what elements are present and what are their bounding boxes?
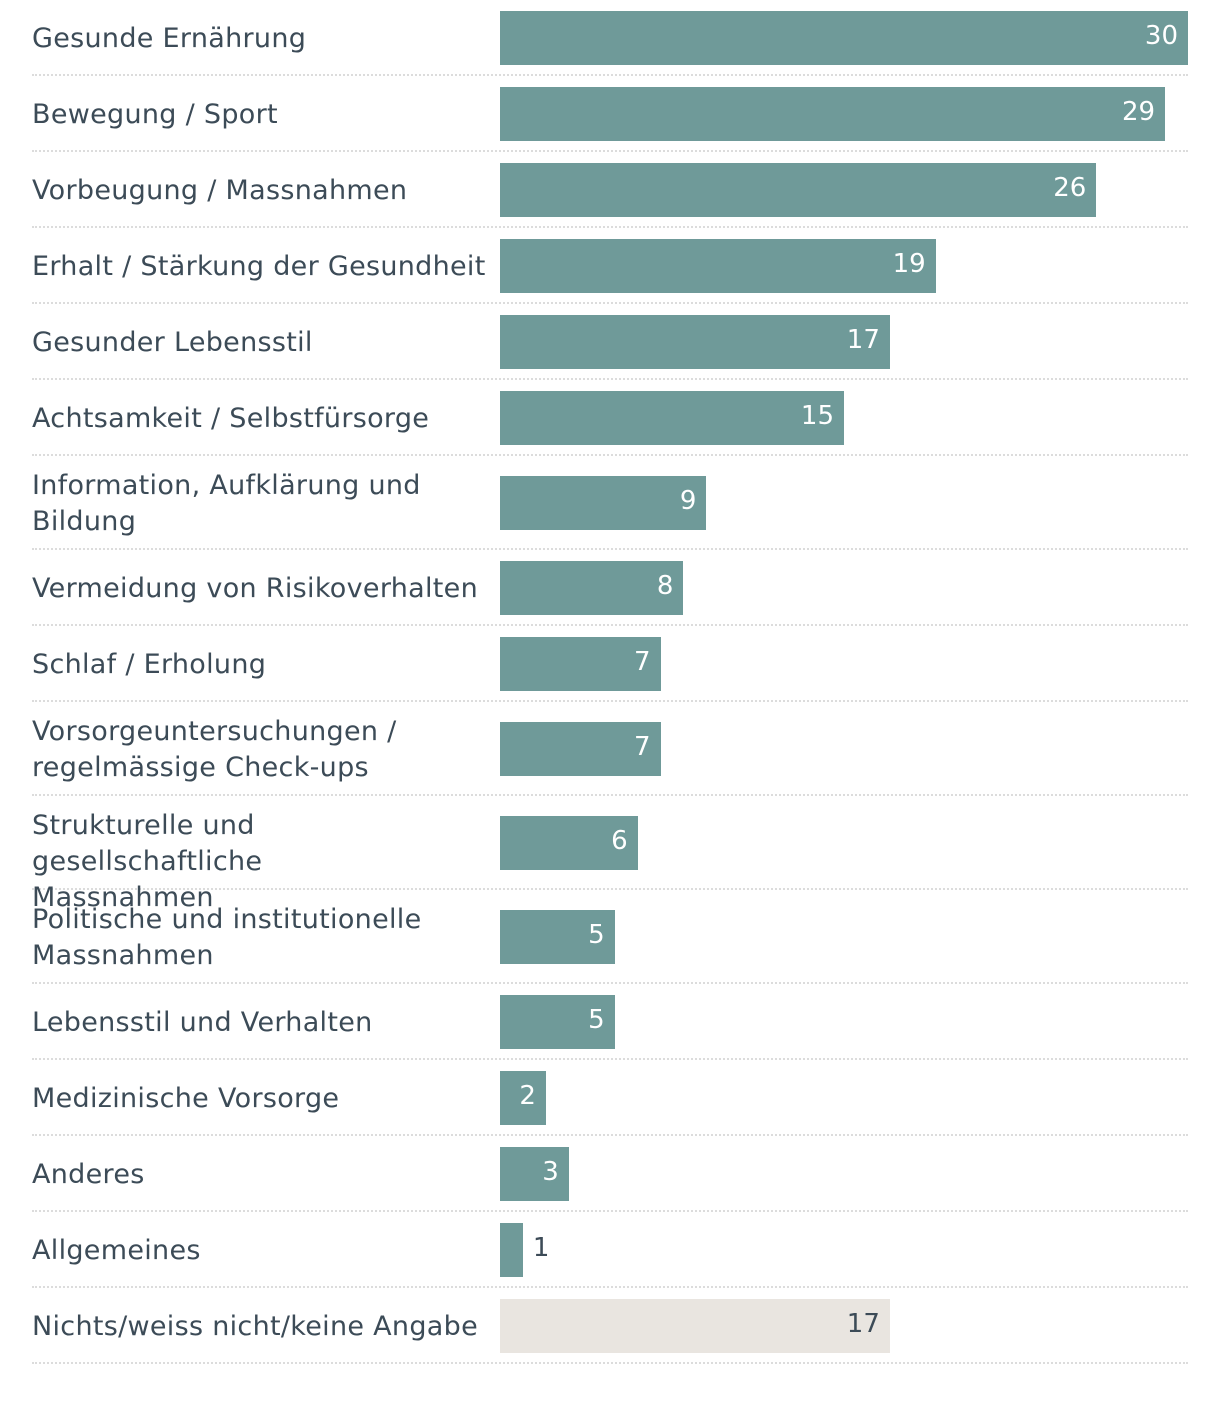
- bar: [500, 637, 661, 691]
- value-label: 17: [846, 325, 880, 355]
- category-label: Nichts/weiss nicht/keine Angabe: [32, 1309, 492, 1345]
- value-label: 3: [542, 1157, 559, 1187]
- category-label: Schlaf / Erholung: [32, 647, 492, 683]
- bar: [500, 722, 661, 776]
- category-label-line: Medizinische Vorsorge: [32, 1083, 340, 1114]
- value-label: 2: [519, 1081, 536, 1111]
- category-label: Anderes: [32, 1157, 492, 1193]
- chart-row: Erhalt / Stärkung der Gesundheit 19: [32, 228, 1188, 304]
- value-label: 26: [1053, 173, 1087, 203]
- category-label-line: Bildung: [32, 506, 137, 537]
- category-label-line: Massnahmen: [32, 882, 214, 913]
- category-label-line: Gesunde Ernährung: [32, 23, 307, 54]
- bar: [500, 87, 1166, 141]
- chart-row: Lebensstil und Verhalten 5: [32, 984, 1188, 1060]
- bar: [500, 1223, 523, 1277]
- bar: [500, 163, 1097, 217]
- chart-row: Nichts/weiss nicht/keine Angabe 17: [32, 1288, 1188, 1364]
- category-label: Vermeidung von Risikoverhalten: [32, 571, 492, 607]
- bar: [500, 476, 707, 530]
- category-label: Achtsamkeit / Selbstfürsorge: [32, 401, 492, 437]
- category-label-line: Erhalt / Stärkung der Gesundheit: [32, 251, 486, 282]
- value-label: 8: [656, 571, 674, 601]
- value-label: 5: [588, 1005, 605, 1035]
- chart-row: Medizinische Vorsorge 2: [32, 1060, 1188, 1136]
- value-label: 6: [611, 826, 628, 856]
- value-label: 19: [892, 249, 926, 279]
- category-label-line: Lebensstil und Verhalten: [32, 1007, 373, 1038]
- bar: [500, 315, 890, 369]
- category-label-line: Politische und institutionelle: [32, 904, 422, 935]
- category-label-line: Gesunder Lebensstil: [32, 327, 313, 358]
- chart-row: Schlaf / Erholung 7: [32, 626, 1188, 702]
- category-label: Medizinische Vorsorge: [32, 1081, 492, 1117]
- category-label: Lebensstil und Verhalten: [32, 1005, 492, 1041]
- category-label: Bewegung / Sport: [32, 97, 492, 133]
- value-label: 5: [588, 920, 605, 950]
- category-label: Allgemeines: [32, 1233, 492, 1269]
- chart-row: Strukturelle und gesellschaftliche Massna…: [32, 796, 1188, 913]
- chart-row: Politische und institutionelle Massnahmen…: [32, 890, 1188, 984]
- category-label: Vorbeugung / Massnahmen: [32, 173, 492, 209]
- value-label: 15: [800, 401, 834, 431]
- category-label-line: regelmässige Check-ups: [32, 752, 369, 783]
- category-label: Information, Aufklärung und Bildung: [32, 468, 492, 540]
- category-label: Erhalt / Stärkung der Gesundheit: [32, 249, 492, 285]
- category-label: Politische und institutionelle Massnahmen: [32, 902, 492, 974]
- bar: [500, 1147, 569, 1201]
- bar-highlight: [500, 1299, 890, 1353]
- category-label-line: Bewegung / Sport: [32, 99, 278, 130]
- category-label-line: Allgemeines: [32, 1235, 201, 1266]
- chart-row: Vermeidung von Risikoverhalten 8: [32, 550, 1188, 626]
- category-label-line: Massnahmen: [32, 940, 214, 971]
- bar: [500, 910, 615, 964]
- category-label-line: Vorbeugung / Massnahmen: [32, 175, 408, 206]
- bar: [500, 239, 936, 293]
- category-label-line: Achtsamkeit / Selbstfürsorge: [32, 403, 430, 434]
- category-label-line: Information, Aufklärung und: [32, 470, 421, 501]
- value-label: 17: [846, 1309, 880, 1339]
- category-label-line: Strukturelle und gesellschaftliche: [32, 810, 263, 877]
- category-label: Gesunde Ernährung: [32, 21, 492, 57]
- chart-row: Achtsamkeit / Selbstfürsorge 15: [32, 380, 1188, 456]
- category-label-line: Schlaf / Erholung: [32, 649, 267, 680]
- chart-row: Anderes 3: [32, 1136, 1188, 1212]
- bar: [500, 816, 638, 870]
- category-label: Gesunder Lebensstil: [32, 325, 492, 361]
- chart-row: Vorbeugung / Massnahmen 26: [32, 152, 1188, 228]
- value-label: 7: [634, 732, 651, 762]
- value-label: 29: [1121, 97, 1156, 127]
- chart-row: Vorsorgeuntersuchungen / regelmässige Che…: [32, 702, 1188, 796]
- bar: [500, 11, 1188, 65]
- category-label-line: Nichts/weiss nicht/keine Angabe: [32, 1311, 478, 1342]
- category-label-line: Vorsorgeuntersuchungen /: [32, 716, 397, 747]
- value-label: 1: [532, 1233, 550, 1263]
- category-label: Strukturelle und gesellschaftliche Massna…: [32, 808, 492, 916]
- value-label: 9: [679, 486, 697, 516]
- bar: [500, 995, 615, 1049]
- bar: [500, 391, 844, 445]
- chart-row: Gesunde Ernährung 30: [32, 0, 1188, 76]
- value-label: 30: [1144, 21, 1178, 51]
- bar: [500, 1071, 546, 1125]
- bar: [500, 561, 684, 615]
- value-label: 7: [634, 647, 651, 677]
- category-label-line: Vermeidung von Risikoverhalten: [32, 573, 479, 604]
- chart-row: Allgemeines 1: [32, 1212, 1188, 1288]
- chart-row: Information, Aufklärung und Bildung 9: [32, 456, 1188, 550]
- chart-row: Bewegung / Sport 29: [32, 76, 1188, 152]
- category-label: Vorsorgeuntersuchungen / regelmässige Che…: [32, 714, 492, 786]
- category-label-line: Anderes: [32, 1159, 145, 1190]
- chart-row: Gesunder Lebensstil 17: [32, 304, 1188, 380]
